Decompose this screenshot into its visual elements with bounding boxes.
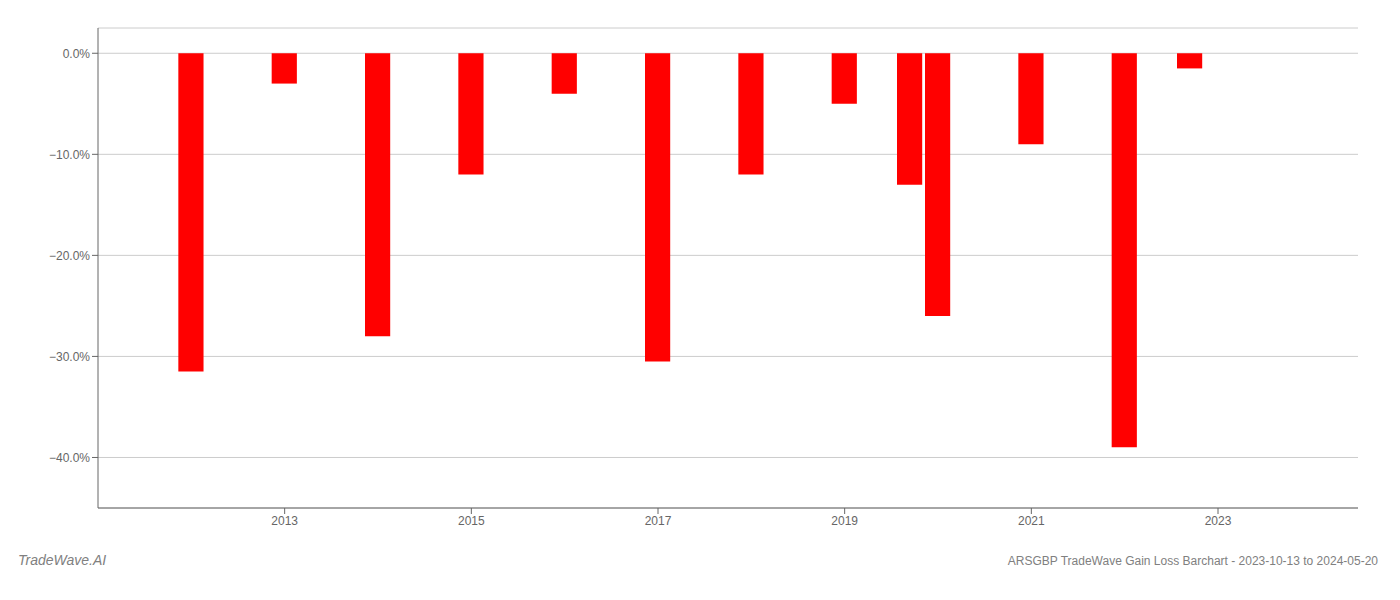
html-text:TradeWave.AI: TradeWave.AI xyxy=(18,552,107,568)
html-text:ARSGBP TradeWave Gain Loss Bar: ARSGBP TradeWave Gain Loss Barchart - 20… xyxy=(1007,554,1378,568)
svg-text:2021: 2021 xyxy=(1018,514,1045,528)
svg-text:−30.0%: −30.0% xyxy=(49,350,90,364)
svg-text:−40.0%: −40.0% xyxy=(49,451,90,465)
svg-text:−10.0%: −10.0% xyxy=(49,148,90,162)
svg-text:0.0%: 0.0% xyxy=(63,47,91,61)
svg-text:2013: 2013 xyxy=(271,514,298,528)
svg-text:2019: 2019 xyxy=(831,514,858,528)
svg-text:2015: 2015 xyxy=(458,514,485,528)
svg-text:2017: 2017 xyxy=(645,514,672,528)
svg-text:−20.0%: −20.0% xyxy=(49,249,90,263)
svg-text:2023: 2023 xyxy=(1205,514,1232,528)
